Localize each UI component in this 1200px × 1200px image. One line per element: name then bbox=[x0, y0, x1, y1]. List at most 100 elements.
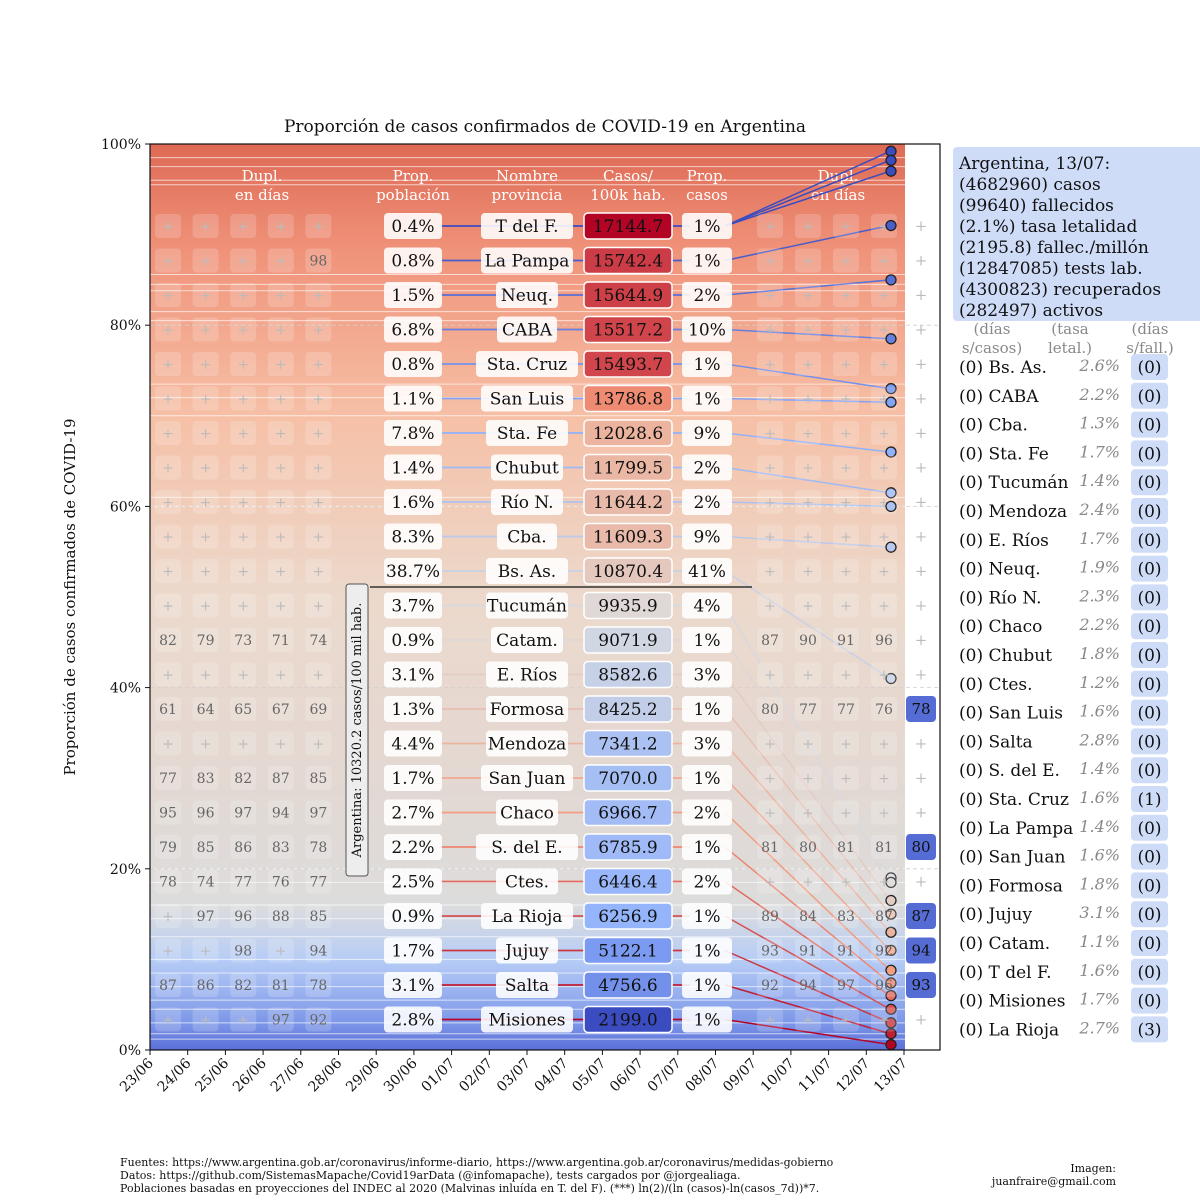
dupl-left-box-22-3 bbox=[267, 973, 294, 997]
end-marker-21 bbox=[885, 1017, 897, 1029]
province-name-box-11 bbox=[486, 592, 568, 619]
dupl-right-box-12-1 bbox=[795, 628, 821, 652]
prop-casos-box-7 bbox=[682, 454, 732, 481]
dupl-left-box-2-1 bbox=[192, 283, 219, 307]
dupl-left-box-19-1 bbox=[192, 869, 219, 894]
dupl-left-box-8-3 bbox=[267, 490, 294, 514]
x-tick-label-1: 24/06 bbox=[155, 1055, 195, 1095]
right-list-fall-box-0 bbox=[1131, 354, 1168, 380]
x-tick-label-15: 08/07 bbox=[682, 1056, 722, 1096]
province-name-box-14 bbox=[486, 696, 568, 722]
dupl-right-4-2: + bbox=[840, 357, 852, 373]
dupl-left-14-4: 69 bbox=[309, 702, 327, 718]
province-name-10: Bs. As. bbox=[498, 562, 556, 582]
dupl-right-15-1: + bbox=[802, 737, 814, 753]
right-list-rate-10: 1.8% bbox=[1079, 644, 1120, 663]
dupl-left-20-4: 85 bbox=[309, 909, 327, 925]
prop-poblacion-12: 0.9% bbox=[391, 631, 434, 651]
dupl-left-3-4: + bbox=[313, 323, 325, 339]
x-tick-label-9: 02/07 bbox=[456, 1056, 496, 1096]
right-list-rate-3: 1.7% bbox=[1079, 442, 1120, 461]
dupl-left-1-3: + bbox=[275, 254, 287, 270]
dupl-left-box-15-4 bbox=[305, 731, 332, 756]
dupl-left-box-12-0 bbox=[155, 628, 181, 652]
row-to-end-line-18 bbox=[724, 846, 891, 984]
right-list-rate-8: 2.3% bbox=[1078, 586, 1120, 605]
dupl-right-box-3-0 bbox=[757, 317, 783, 342]
y-tick-label-3: 60% bbox=[110, 499, 141, 515]
prop-casos-11: 4% bbox=[694, 597, 721, 617]
province-name-box-12 bbox=[491, 627, 563, 653]
dupl-left-4-1: + bbox=[200, 357, 212, 373]
dupl-left-box-13-2 bbox=[230, 662, 257, 687]
cases-per-100k-box-22 bbox=[583, 971, 673, 999]
dupl-right-0-1: + bbox=[802, 219, 814, 235]
dupl-left-6-0: + bbox=[162, 426, 174, 442]
y-tick-label-1: 20% bbox=[110, 862, 141, 878]
dupl-left-box-13-3 bbox=[267, 662, 294, 687]
dupl-last-box-20 bbox=[906, 903, 936, 929]
dupl-right-4-1: + bbox=[802, 357, 814, 373]
row-to-end-line-4 bbox=[724, 363, 891, 390]
cases-per-100k-box-8 bbox=[583, 488, 673, 516]
province-name-box-7 bbox=[491, 454, 563, 481]
x-tick-label-10: 03/07 bbox=[494, 1056, 534, 1096]
dupl-left-12-2: 73 bbox=[234, 633, 252, 649]
dupl-left-13-0: + bbox=[162, 668, 174, 684]
dupl-left-22-3: 81 bbox=[272, 978, 290, 994]
dupl-right-18-1: 80 bbox=[799, 840, 817, 856]
dupl-right-20-2: 83 bbox=[837, 909, 855, 925]
dupl-right-box-6-0 bbox=[757, 421, 783, 445]
dupl-right-11-2: + bbox=[840, 599, 852, 615]
dupl-right-14-1: 77 bbox=[799, 702, 817, 718]
dupl-right-22-0: 92 bbox=[761, 978, 779, 994]
y-axis-label: Proporción de casos confirmados de COVID… bbox=[61, 418, 79, 775]
dupl-left-18-4: 78 bbox=[309, 840, 327, 856]
prop-poblacion-9: 8.3% bbox=[391, 528, 434, 548]
dupl-left-box-16-1 bbox=[192, 766, 219, 790]
dupl-left-box-23-2 bbox=[230, 1007, 257, 1032]
cases-per-100k-box-6 bbox=[583, 419, 673, 447]
dupl-right-17-0: + bbox=[764, 806, 776, 822]
dupl-left-box-17-3 bbox=[267, 800, 294, 825]
province-name-15: Mendoza bbox=[488, 735, 567, 755]
dupl-left-box-9-1 bbox=[192, 524, 219, 549]
dupl-left-box-7-0 bbox=[155, 455, 181, 480]
dupl-left-21-0: + bbox=[162, 944, 174, 960]
dupl-right-11-1: + bbox=[802, 599, 814, 615]
province-name-1: La Pampa bbox=[485, 252, 570, 272]
right-list-fall-0: (0) bbox=[1137, 358, 1161, 378]
dupl-right-23-1: + bbox=[802, 1013, 814, 1029]
prop-casos-6: 9% bbox=[694, 424, 721, 444]
province-name-4: Sta. Cruz bbox=[487, 355, 568, 375]
dupl-right-5-1: + bbox=[802, 392, 814, 408]
right-list-item-7: (0) Neuq. bbox=[959, 560, 1041, 580]
dupl-right-box-7-0 bbox=[757, 455, 783, 480]
prop-poblacion-box-19 bbox=[384, 868, 442, 895]
prop-casos-19: 2% bbox=[694, 873, 721, 893]
dupl-left-17-4: 97 bbox=[309, 806, 327, 822]
right-list-rate-2: 1.3% bbox=[1079, 414, 1120, 433]
dupl-left-18-3: 83 bbox=[272, 840, 290, 856]
dupl-left-box-0-1 bbox=[192, 214, 219, 238]
dupl-left-box-6-1 bbox=[192, 421, 219, 445]
dupl-left-box-22-0 bbox=[155, 973, 181, 997]
x-tick-label-8: 01/07 bbox=[419, 1056, 459, 1096]
prop-poblacion-15: 4.4% bbox=[391, 735, 434, 755]
prop-poblacion-20: 0.9% bbox=[391, 907, 434, 927]
dupl-right-13-1: + bbox=[802, 668, 814, 684]
dupl-right-1-3: + bbox=[878, 254, 890, 270]
prop-casos-7: 2% bbox=[694, 459, 721, 479]
dupl-right-box-21-2 bbox=[833, 938, 859, 963]
row-to-end-line-13 bbox=[724, 674, 891, 901]
dupl-right-11-0: + bbox=[764, 599, 776, 615]
dupl-left-box-9-0 bbox=[155, 524, 181, 549]
dupl-left-box-6-3 bbox=[267, 421, 294, 445]
prop-poblacion-box-16 bbox=[384, 765, 442, 791]
dupl-right-box-2-0 bbox=[757, 283, 783, 307]
dupl-left-box-19-2 bbox=[230, 869, 257, 894]
prop-casos-8: 2% bbox=[694, 493, 721, 513]
dupl-right-6-3: + bbox=[878, 426, 890, 442]
cases-per-100k-0: 17144.7 bbox=[593, 217, 663, 237]
dupl-right-box-1-0 bbox=[757, 248, 783, 273]
